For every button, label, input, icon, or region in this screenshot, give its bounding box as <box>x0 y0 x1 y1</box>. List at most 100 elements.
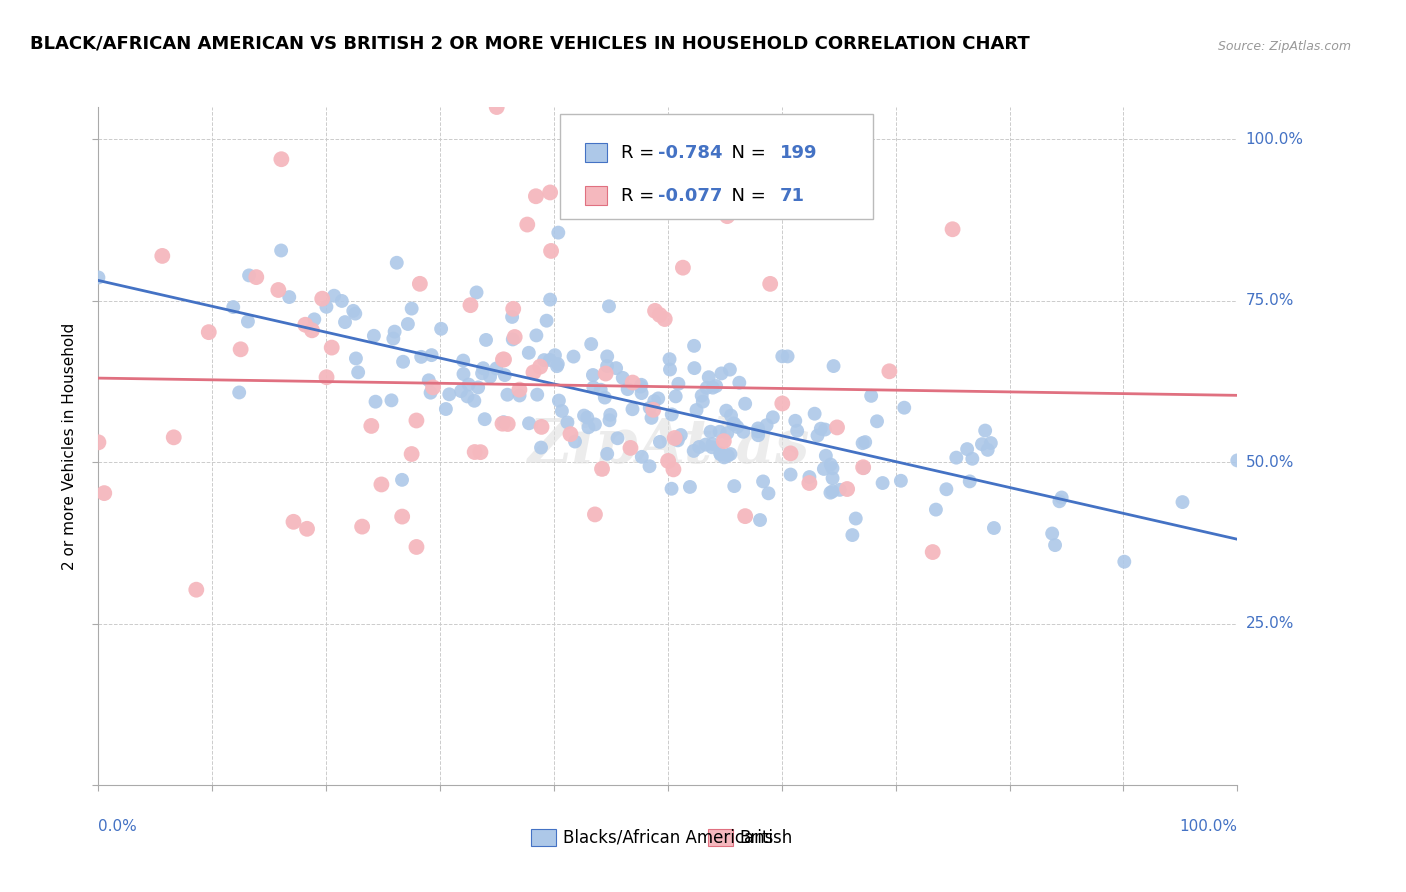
Point <box>658 352 681 367</box>
Point <box>619 441 641 455</box>
Text: Blacks/African Americans: Blacks/African Americans <box>562 829 773 847</box>
Point <box>959 475 981 489</box>
Point <box>342 304 364 318</box>
Point <box>547 357 569 371</box>
Point <box>557 416 579 430</box>
Point <box>451 353 474 368</box>
Point <box>644 304 666 318</box>
Point <box>852 436 875 450</box>
Point <box>363 328 385 343</box>
Point <box>845 511 868 525</box>
Text: 199: 199 <box>780 144 818 161</box>
Point <box>799 470 821 484</box>
Point <box>643 394 665 409</box>
Point <box>596 350 619 364</box>
FancyBboxPatch shape <box>585 143 607 162</box>
Point <box>723 417 745 431</box>
Point <box>690 389 713 403</box>
Point <box>786 424 808 438</box>
Point <box>295 522 318 536</box>
Point <box>659 362 682 376</box>
Point <box>222 300 245 314</box>
Point <box>396 317 419 331</box>
FancyBboxPatch shape <box>560 114 873 219</box>
Text: ZipAtlas: ZipAtlas <box>527 416 808 476</box>
Point <box>596 359 619 373</box>
Point <box>370 477 392 491</box>
Point <box>530 420 553 434</box>
Point <box>1043 538 1066 552</box>
Point <box>522 365 544 379</box>
Point <box>799 475 821 490</box>
Point <box>962 451 984 466</box>
Point <box>866 414 889 428</box>
Point <box>776 350 799 364</box>
Point <box>813 462 835 476</box>
Text: N =: N = <box>720 186 772 204</box>
Point <box>662 462 685 476</box>
Point <box>420 348 443 362</box>
Text: 71: 71 <box>780 186 806 204</box>
Point <box>464 445 486 459</box>
Text: BLACK/AFRICAN AMERICAN VS BRITISH 2 OR MORE VEHICLES IN HOUSEHOLD CORRELATION CH: BLACK/AFRICAN AMERICAN VS BRITISH 2 OR M… <box>30 35 1029 53</box>
FancyBboxPatch shape <box>707 829 733 846</box>
Point <box>747 428 769 442</box>
Point <box>709 447 731 461</box>
Point <box>825 420 848 434</box>
Point <box>315 370 337 384</box>
Point <box>821 461 844 475</box>
Point <box>582 368 605 382</box>
Point <box>879 364 901 378</box>
Point <box>1226 453 1249 467</box>
Point <box>434 402 457 417</box>
Point <box>333 315 356 329</box>
Point <box>163 430 186 444</box>
Point <box>695 437 717 451</box>
Point <box>723 479 745 493</box>
Point <box>517 417 540 431</box>
Point <box>616 382 638 396</box>
Point <box>718 362 741 376</box>
Point <box>716 209 738 223</box>
Point <box>1114 555 1136 569</box>
Point <box>321 341 343 355</box>
Text: 50.0%: 50.0% <box>1246 455 1294 470</box>
Point <box>679 480 702 494</box>
Text: R =: R = <box>620 186 659 204</box>
Point <box>945 450 967 465</box>
Y-axis label: 2 or more Vehicles in Household: 2 or more Vehicles in Household <box>62 322 77 570</box>
Point <box>560 427 582 442</box>
Point <box>841 528 863 542</box>
Point <box>418 373 440 387</box>
Point <box>669 428 692 442</box>
Point <box>460 298 482 312</box>
Point <box>696 381 718 395</box>
Point <box>716 426 738 441</box>
Point <box>872 476 894 491</box>
Point <box>709 446 731 460</box>
Point <box>643 402 665 417</box>
Point <box>578 420 600 434</box>
Point <box>364 394 387 409</box>
Point <box>450 384 472 398</box>
Point <box>621 402 644 417</box>
Point <box>465 285 488 300</box>
Point <box>485 100 508 114</box>
Point <box>492 415 515 429</box>
Point <box>236 314 259 328</box>
Point <box>1040 526 1063 541</box>
Point <box>301 323 323 337</box>
Point <box>785 414 807 428</box>
Point <box>591 462 613 476</box>
Point <box>392 355 415 369</box>
Text: R =: R = <box>620 144 659 161</box>
FancyBboxPatch shape <box>585 186 607 205</box>
Point <box>598 299 620 313</box>
Point <box>496 388 519 402</box>
Point <box>599 408 621 422</box>
Point <box>638 459 661 474</box>
Point <box>747 425 769 439</box>
Point <box>612 371 634 385</box>
Point <box>492 352 515 367</box>
Point <box>411 350 433 364</box>
